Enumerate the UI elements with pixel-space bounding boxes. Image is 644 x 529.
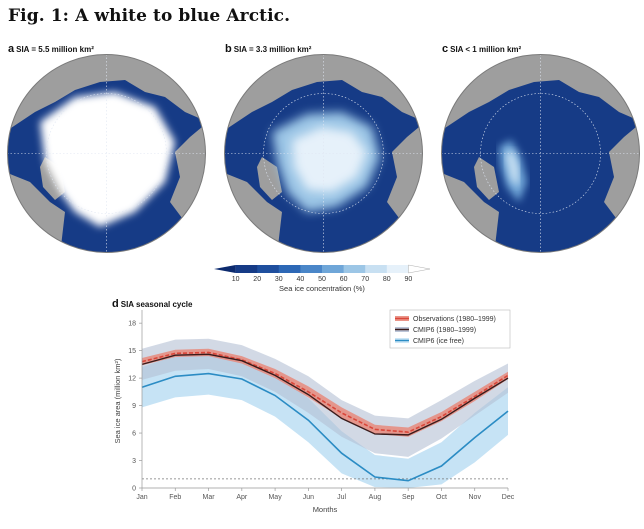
- map-b-latitude-ring: [263, 93, 384, 214]
- seasonal-cycle-svg: 0 3 6 9 12 15 18 Jan Feb Mar Apr May Jun Jul Aug Sep Oct…: [113, 309, 515, 514]
- map-c-letter: c: [442, 43, 449, 55]
- y-tick-label: 12: [128, 376, 136, 383]
- y-tick-label: 9: [132, 403, 136, 410]
- x-tick-label: Nov: [469, 494, 482, 501]
- colorbar-label: Sea ice concentration (%): [279, 284, 365, 293]
- x-tick-label: Jul: [337, 494, 346, 501]
- colorbar-cell: [278, 265, 301, 273]
- map-b-ice-core: [292, 127, 367, 192]
- map-a: [7, 54, 206, 253]
- series-line: [141, 353, 509, 436]
- map-c-ice-core: [505, 150, 519, 187]
- y-tick-label: 6: [132, 431, 136, 438]
- map-c-greenland: [474, 157, 499, 200]
- map-b-greenland: [257, 157, 282, 200]
- chart-title-text: SIA seasonal cycle: [120, 300, 193, 309]
- map-b: [224, 54, 423, 253]
- y-tick-label: 3: [132, 458, 136, 465]
- colorbar-tick-label: 80: [383, 276, 391, 283]
- colorbar-cell: [408, 264, 431, 274]
- map-c: [441, 54, 640, 253]
- chart-panel-letter: d: [112, 298, 119, 310]
- x-tick-label: Mar: [203, 494, 216, 501]
- x-tick-label: Apr: [236, 494, 248, 501]
- x-tick-label: Jun: [303, 494, 314, 501]
- map-c-border: [441, 54, 640, 253]
- map-b-sia: SIA = 3.3 million km²: [233, 45, 312, 54]
- colorbar-cell: [214, 265, 236, 273]
- map-a-label: a SIA = 5.5 million km²: [8, 43, 94, 55]
- colorbar-tick-label: 90: [405, 276, 413, 283]
- map-c-label: c SIA < 1 million km²: [442, 43, 521, 55]
- colorbar-cell: [300, 265, 323, 273]
- legend-entry: Observations (1980–1999): [413, 316, 496, 323]
- map-b-border: [224, 54, 423, 253]
- x-tick-label: Sep: [402, 494, 415, 501]
- y-axis-label: Sea ice area (million km²): [113, 358, 122, 444]
- colorbar-tick-label: 70: [361, 276, 369, 283]
- x-axis-label: Months: [313, 505, 338, 514]
- x-tick-label: Jan: [136, 494, 147, 501]
- x-tick-label: Feb: [169, 494, 181, 501]
- colorbar-cell: [322, 265, 344, 273]
- series-line: [141, 372, 509, 482]
- legend-entry: CMIP6 (ice free): [413, 338, 464, 345]
- x-tick-label: Oct: [436, 494, 447, 501]
- map-a-land-north: [7, 54, 206, 132]
- map-a-latitude-ring: [46, 93, 167, 214]
- colorbar-svg: 10 20 30 40 50 60 70 80 90 Sea ice concentration…: [214, 264, 431, 293]
- colorbar: 10 20 30 40 50 60 70 80 90 Sea ice concentration…: [200, 262, 444, 294]
- x-tick-label: Aug: [369, 494, 382, 501]
- figure-title: Fig. 1: A white to blue Arctic.: [8, 6, 291, 26]
- map-c-land-north: [441, 54, 640, 132]
- colorbar-tick-label: 30: [275, 276, 283, 283]
- series-line: [141, 351, 509, 433]
- colorbar-cell: [386, 265, 409, 273]
- y-tick-label: 0: [132, 486, 136, 493]
- map-b-label: b SIA = 3.3 million km²: [225, 43, 311, 55]
- chart-title: d SIA seasonal cycle: [112, 298, 192, 310]
- map-a-ice-core: [55, 104, 163, 212]
- y-tick-label: 15: [128, 348, 136, 355]
- map-b-letter: b: [225, 43, 232, 55]
- colorbar-cell: [257, 265, 280, 273]
- colorbar-tick-label: 40: [297, 276, 305, 283]
- x-tick-label: Dec: [502, 494, 515, 501]
- map-a-sia: SIA = 5.5 million km²: [16, 45, 94, 54]
- colorbar-cell: [235, 265, 258, 273]
- seasonal-cycle-chart: 0 3 6 9 12 15 18 Jan Feb Mar Apr May Jun Jul Aug Sep Oct…: [110, 296, 630, 524]
- x-tick-label: May: [268, 494, 282, 501]
- colorbar-tick-label: 60: [340, 276, 348, 283]
- legend-entry: CMIP6 (1980–1999): [413, 327, 476, 334]
- legend-box: [389, 309, 511, 349]
- y-tick-label: 18: [128, 321, 136, 328]
- map-a-letter: a: [8, 43, 15, 55]
- colorbar-tick-label: 10: [232, 276, 240, 283]
- colorbar-cell: [365, 265, 388, 273]
- map-c-latitude-ring: [480, 93, 601, 214]
- map-b-land-north: [224, 54, 423, 132]
- colorbar-tick-label: 50: [318, 276, 326, 283]
- colorbar-tick-label: 20: [253, 276, 261, 283]
- map-c-sia: SIA < 1 million km²: [450, 45, 522, 54]
- colorbar-cell: [343, 265, 366, 273]
- map-a-border: [7, 54, 206, 253]
